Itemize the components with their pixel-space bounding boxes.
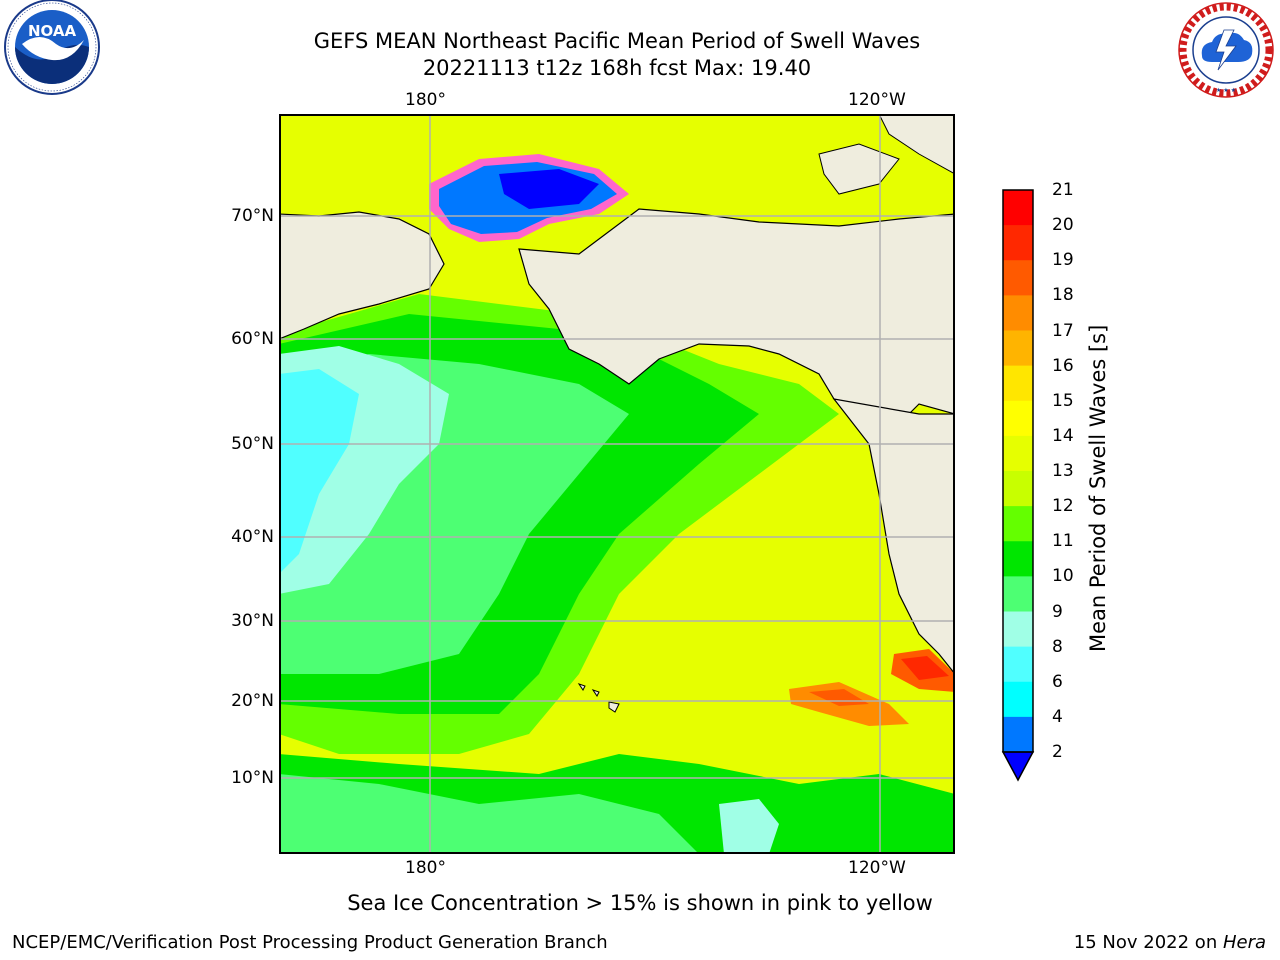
colorbar-tick-13: 13: [1052, 461, 1074, 481]
colorbar-outline: [1002, 189, 1034, 753]
colorbar-swatch-19-20: [1003, 225, 1033, 261]
colorbar-swatch-18-19: [1003, 260, 1033, 296]
lat-tick-30n: 30°N: [231, 611, 274, 631]
land-hawaii-1: [577, 683, 586, 691]
lat-tick-50n: 50°N: [231, 434, 274, 454]
colorbar-title: Mean Period of Swell Waves [s]: [1086, 324, 1110, 652]
colorbar-tick-19: 19: [1052, 250, 1074, 271]
lon-tick-bottom-180: 180°: [405, 858, 446, 878]
noaa-logo-text: NOAA: [28, 22, 77, 40]
colorbar-swatch-8-9: [1003, 611, 1033, 648]
lon-tick-top-120w: 120°W: [848, 90, 906, 110]
colorbar-tick-18: 18: [1052, 285, 1074, 306]
colorbar-tick-15: 15: [1052, 390, 1074, 411]
land-asia: [280, 211, 445, 340]
colorbar-tick-10: 10: [1052, 566, 1074, 587]
graticule: [280, 115, 954, 853]
colorbar-extend-arrow: [1001, 751, 1035, 782]
swell-field-south-8-9: [719, 799, 779, 853]
lat-tick-10n: 10°N: [231, 768, 274, 788]
swell-field-6-8: [280, 369, 359, 573]
date-text: 15 Nov 2022 on Hera: [1074, 932, 1266, 953]
colorbar-tick-8: 8: [1052, 636, 1063, 657]
lat-tick-60n: 60°N: [231, 329, 274, 349]
host-name: Hera: [1222, 932, 1266, 953]
colorbar-tick-16: 16: [1052, 355, 1074, 376]
colorbar-tick-2: 2: [1052, 742, 1063, 762]
land-north-america: [832, 398, 954, 674]
noaa-logo: NOAA: [4, 0, 100, 95]
colorbar-tick-20: 20: [1052, 215, 1074, 236]
colorbar-tick-6: 6: [1052, 671, 1063, 692]
colorbar-tick-14: 14: [1052, 425, 1074, 446]
land-arctic-islands: [818, 143, 900, 195]
colorbar-swatch-2-4: [1003, 716, 1033, 753]
colorbar-swatch-11-12: [1003, 506, 1033, 542]
colorbar-tick-12: 12: [1052, 496, 1074, 517]
colorbar-swatch-10-11: [1003, 541, 1033, 577]
lat-tick-20n: 20°N: [231, 691, 274, 711]
land-hawaii-3: [608, 701, 620, 713]
colorbar-swatch-16-17: [1003, 330, 1033, 367]
colorbar-swatch-14-15: [1003, 400, 1033, 437]
colorbar-tick-11: 11: [1052, 531, 1074, 552]
land-hawaii-2: [591, 689, 600, 697]
lat-tick-70n: 70°N: [231, 206, 274, 226]
colorbar-tick-9: 9: [1052, 601, 1063, 622]
colorbar-tick-4: 4: [1052, 706, 1063, 727]
colorbar-swatch-4-6: [1003, 681, 1033, 718]
map-panel: [279, 114, 955, 854]
date-value: 15 Nov 2022 on: [1073, 932, 1223, 953]
map-subtitle: 20221113 t12z 168h fcst Max: 19.40: [422, 56, 812, 80]
swell-field-below-2: [499, 169, 599, 209]
credit-text: NCEP/EMC/Verification Post Processing Pr…: [12, 932, 608, 953]
lat-tick-40n: 40°N: [231, 527, 274, 547]
colorbar-tick-21: 21: [1052, 180, 1074, 200]
land-arctic-north: [878, 115, 954, 175]
lon-tick-bottom-120w: 120°W: [848, 858, 906, 878]
colorbar-swatch-15-16: [1003, 365, 1033, 402]
nws-logo: ★ ★ ★: [1178, 2, 1274, 98]
colorbar: [1001, 189, 1035, 782]
lon-tick-top-180: 180°: [405, 90, 446, 110]
swell-field-south-9-10: [280, 774, 698, 853]
colorbar-swatch-12-13: [1003, 471, 1033, 507]
colorbar-swatch-6-8: [1003, 646, 1033, 683]
sea-ice-note: Sea Ice Concentration > 15% is shown in …: [347, 891, 933, 915]
colorbar-swatch-20-21: [1003, 190, 1033, 226]
map-title: GEFS MEAN Northeast Pacific Mean Period …: [313, 29, 921, 53]
colorbar-tick-17: 17: [1052, 320, 1074, 341]
colorbar-swatch-9-10: [1003, 576, 1033, 612]
colorbar-swatch-17-18: [1003, 295, 1033, 331]
colorbar-swatch-13-14: [1003, 435, 1033, 472]
swell-field-19-20: [901, 656, 949, 680]
svg-text:★ ★ ★: ★ ★ ★: [1216, 87, 1236, 94]
